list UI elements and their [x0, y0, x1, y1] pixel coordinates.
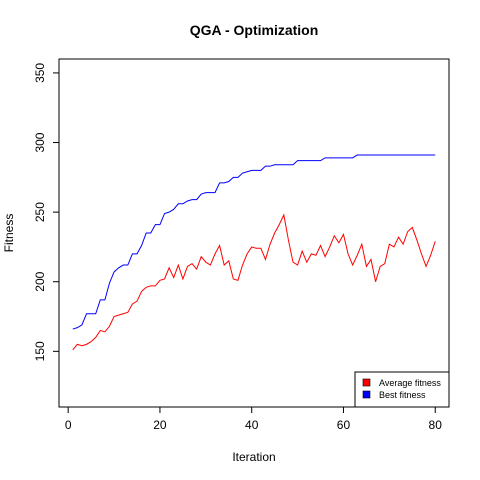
x-tick-label: 60: [337, 418, 351, 432]
legend-swatch: [362, 378, 371, 387]
x-axis: 0 20 40 60 80: [65, 407, 442, 432]
x-tick-label: 20: [153, 418, 167, 432]
x-axis-label: Iteration: [232, 450, 275, 464]
y-tick-label: 300: [33, 132, 47, 152]
series-line-best-fitness: [72, 154, 436, 330]
y-axis: 150 200 250 300 350: [33, 63, 59, 361]
y-axis-label: Fitness: [2, 214, 16, 253]
y-tick-label: 250: [33, 202, 47, 222]
x-tick-label: 80: [429, 418, 443, 432]
plot-lines: [72, 154, 436, 351]
legend-label: Average fitness: [379, 378, 441, 388]
legend-label: Best fitness: [379, 390, 426, 400]
y-tick-label: 150: [33, 341, 47, 361]
legend-box: [354, 371, 450, 408]
series-line-average-fitness: [72, 213, 436, 351]
y-tick-label: 350: [33, 63, 47, 83]
legend-swatch: [362, 390, 371, 399]
x-tick-label: 0: [65, 418, 72, 432]
y-tick-label: 200: [33, 271, 47, 291]
x-tick-label: 40: [245, 418, 259, 432]
plot-frame: [58, 58, 450, 408]
legend: Average fitness Best fitness: [354, 371, 450, 408]
chart-title: QGA - Optimization: [190, 22, 319, 38]
